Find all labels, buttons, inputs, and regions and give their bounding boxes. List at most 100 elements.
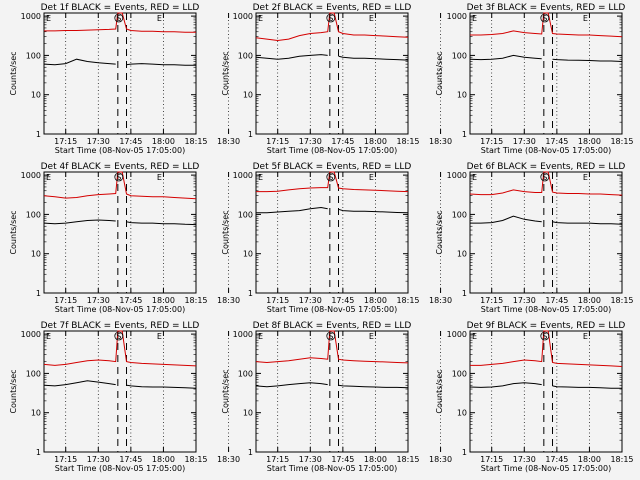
panel-title: Det 5f BLACK = Events, RED = LLD [253, 162, 412, 172]
series-line-events [43, 58, 196, 66]
x-tick-label: 17:15 [480, 455, 503, 464]
x-tick-label: 18:30 [429, 137, 452, 146]
panel-det-3: Det 3f BLACK = Events, RED = LLD 1 10 100 10… [435, 3, 634, 155]
x-tick-label: 18:30 [217, 137, 240, 146]
series-line-events [255, 382, 409, 389]
series-line-events [43, 219, 197, 226]
x-tick-label: 17:30 [299, 137, 322, 146]
x-tick-label: 17:15 [266, 455, 289, 464]
x-axis-label: Start Time (08-Nov-05 17:05:00) [55, 146, 185, 155]
panel-det-9: Det 9f BLACK = Events, RED = LLD 1 10 100 10… [435, 321, 634, 473]
plot-frame [469, 330, 623, 453]
series-line-lld [470, 330, 623, 367]
x-tick-label: 18:00 [364, 137, 387, 146]
y-axis-label: Counts/sec [221, 210, 230, 254]
y-tick-label: 1000 [21, 12, 41, 21]
y-tick-label: 100 [452, 369, 467, 378]
saa-marker-circle [540, 172, 550, 182]
y-tick-label: 10 [31, 250, 41, 259]
eclipse-end-marker: E [583, 173, 588, 182]
panel-title: Det 8f BLACK = Events, RED = LLD [253, 321, 412, 331]
x-tick-label: 17:45 [545, 455, 568, 464]
x-tick-label: 17:15 [480, 137, 503, 146]
y-tick-label: 10 [243, 91, 253, 100]
y-tick-label: 1000 [21, 171, 41, 180]
eclipse-end-marker: E [157, 173, 162, 182]
series-line-events [255, 54, 409, 61]
eclipse-end-marker: E [369, 332, 374, 341]
panel-det-2: Det 2f BLACK = Events, RED = LLD 1 10 100 10… [221, 3, 452, 155]
x-tick-label: 17:30 [299, 296, 322, 305]
x-tick-label: 17:30 [513, 455, 536, 464]
x-tick-label: 18:30 [429, 296, 452, 305]
saa-marker: S [542, 332, 547, 341]
x-tick-label: 18:00 [578, 455, 601, 464]
plot-frame [255, 171, 409, 294]
y-tick-label: 10 [243, 250, 253, 259]
x-tick-label: 17:45 [331, 455, 354, 464]
eclipse-start-marker: E [46, 14, 51, 23]
y-tick-label: 1000 [447, 12, 467, 21]
panel-det-6: Det 6f BLACK = Events, RED = LLD 1 10 100 10… [435, 162, 634, 314]
x-tick-label: 18:15 [184, 137, 207, 146]
x-tick-label: 18:15 [396, 296, 419, 305]
panel-det-1: Det 1f BLACK = Events, RED = LLD 1 10 100 10… [9, 3, 240, 155]
y-tick-label: 1 [248, 130, 253, 139]
y-tick-label: 1 [248, 289, 253, 298]
y-tick-label: 1000 [233, 12, 253, 21]
x-axis-label: Start Time (08-Nov-05 17:05:00) [267, 146, 397, 155]
eclipse-end-marker: E [583, 14, 588, 23]
panel-title: Det 2f BLACK = Events, RED = LLD [253, 3, 412, 13]
series-line-lld [43, 330, 197, 367]
x-tick-label: 17:45 [331, 137, 354, 146]
x-axis-label: Start Time (08-Nov-05 17:05:00) [267, 305, 397, 314]
y-axis-label: Counts/sec [435, 210, 444, 254]
x-tick-label: 17:15 [480, 296, 503, 305]
panel-title: Det 7f BLACK = Events, RED = LLD [41, 321, 200, 331]
panel-title: Det 6f BLACK = Events, RED = LLD [467, 162, 626, 172]
plot-frame [255, 12, 409, 135]
x-axis-label: Start Time (08-Nov-05 17:05:00) [481, 464, 611, 473]
series-line-events [256, 206, 409, 214]
saa-marker: S [328, 173, 333, 182]
x-tick-label: 18:30 [429, 455, 452, 464]
x-tick-label: 17:45 [119, 296, 142, 305]
plot-frame [255, 330, 409, 453]
saa-marker: S [116, 173, 121, 182]
saa-marker-circle [326, 331, 336, 341]
panel-title: Det 3f BLACK = Events, RED = LLD [467, 3, 626, 13]
panel-det-7: Det 7f BLACK = Events, RED = LLD 1 10 100 10… [9, 321, 240, 473]
y-tick-label: 1 [462, 130, 467, 139]
series-line-events [469, 382, 622, 389]
x-tick-label: 17:45 [545, 296, 568, 305]
x-tick-label: 18:15 [184, 455, 207, 464]
y-tick-label: 10 [31, 91, 41, 100]
eclipse-start-marker: E [472, 332, 477, 341]
x-tick-label: 18:15 [610, 455, 633, 464]
saa-marker-circle [326, 13, 336, 23]
series-line-lld [255, 12, 409, 42]
y-axis-label: Counts/sec [9, 210, 18, 254]
x-tick-label: 17:15 [54, 296, 77, 305]
plot-frame [469, 171, 623, 294]
plot-frame [43, 171, 197, 294]
panel-det-8: Det 8f BLACK = Events, RED = LLD 1 10 100 10… [221, 321, 452, 473]
panel-title: Det 4f BLACK = Events, RED = LLD [41, 162, 200, 172]
y-tick-label: 1000 [447, 171, 467, 180]
saa-marker: S [116, 14, 121, 23]
y-tick-label: 1 [36, 448, 41, 457]
eclipse-start-marker: E [46, 173, 51, 182]
y-tick-label: 100 [26, 210, 41, 219]
x-tick-label: 18:00 [152, 455, 175, 464]
series-line-lld [44, 12, 196, 33]
y-tick-label: 100 [452, 51, 467, 60]
x-tick-label: 17:30 [299, 455, 322, 464]
y-tick-label: 1000 [21, 330, 41, 339]
x-tick-label: 17:45 [545, 137, 568, 146]
y-axis-label: Counts/sec [221, 51, 230, 95]
x-tick-label: 17:45 [331, 296, 354, 305]
series-line-events [469, 54, 623, 62]
saa-marker-circle [540, 331, 550, 341]
series-line-lld [469, 171, 623, 196]
